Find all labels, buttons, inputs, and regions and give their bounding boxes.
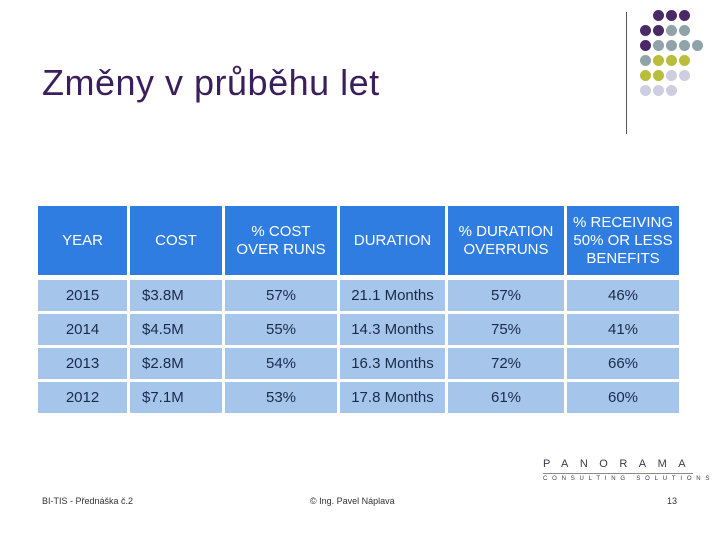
decorative-dot — [666, 70, 677, 81]
logo-tagline: CONSULTING SOLUTIONS — [543, 476, 715, 482]
decorative-dot — [653, 10, 664, 21]
footer-course: BI-TIS - Přednáška č.2 — [42, 496, 134, 506]
decorative-dot — [653, 40, 664, 51]
table-cell: 41% — [567, 314, 679, 345]
header-duration-overruns: % DURATION OVERRUNS — [448, 206, 564, 275]
footer-page-number: 13 — [667, 496, 678, 506]
table-cell: $7.1M — [130, 382, 222, 413]
slide-title: Změny v průběhu let — [42, 62, 380, 103]
table-cell: $2.8M — [130, 348, 222, 379]
decorative-dot — [640, 25, 651, 36]
table-cell: 57% — [225, 280, 337, 311]
panorama-logo: PANORAMA CONSULTING SOLUTIONS — [543, 458, 714, 482]
table-cell: 16.3 Months — [340, 348, 445, 379]
header-cost: COST — [130, 206, 222, 275]
table-cell: $4.5M — [130, 314, 222, 345]
header-benefits: % RECEIVING 50% OR LESS BENEFITS — [567, 206, 679, 275]
header-duration: DURATION — [340, 206, 445, 275]
decorative-dot — [679, 10, 690, 21]
decorative-dot — [653, 55, 664, 66]
decorative-dot — [640, 70, 651, 81]
logo-name: PANORAMA — [543, 458, 698, 470]
table-cell: 46% — [567, 280, 679, 311]
table-cell: 55% — [225, 314, 337, 345]
decorative-dot — [666, 25, 677, 36]
decorative-divider — [626, 12, 627, 134]
decorative-dot — [666, 40, 677, 51]
decorative-dot — [653, 85, 664, 96]
table-cell: 60% — [567, 382, 679, 413]
decorative-dot — [653, 25, 664, 36]
decorative-dot — [666, 10, 677, 21]
footer-author: © Ing. Pavel Náplava — [310, 496, 395, 506]
table-cell: 14.3 Months — [340, 314, 445, 345]
decorative-dot — [640, 55, 651, 66]
decorative-dot — [679, 40, 690, 51]
table-cell: 75% — [448, 314, 564, 345]
table-cell: $3.8M — [130, 280, 222, 311]
table-cell: 2014 — [38, 314, 127, 345]
table-cell: 66% — [567, 348, 679, 379]
table-cell: 54% — [225, 348, 337, 379]
data-table: YEAR COST % COST OVER RUNS DURATION % DU… — [36, 204, 681, 414]
table-cell: 53% — [225, 382, 337, 413]
table-cell: 2015 — [38, 280, 127, 311]
decorative-dot — [640, 40, 651, 51]
table-cell: 17.8 Months — [340, 382, 445, 413]
table-cell: 21.1 Months — [340, 280, 445, 311]
decorative-dot — [640, 85, 651, 96]
logo-rule — [543, 473, 693, 474]
header-year: YEAR — [38, 206, 127, 275]
decorative-dot — [653, 70, 664, 81]
table-cell: 2012 — [38, 382, 127, 413]
table-cell: 57% — [448, 280, 564, 311]
table-cell: 2013 — [38, 348, 127, 379]
decorative-dot — [666, 55, 677, 66]
decorative-dot — [692, 40, 703, 51]
header-cost-overruns: % COST OVER RUNS — [225, 206, 337, 275]
table-cell: 72% — [448, 348, 564, 379]
decorative-dot — [666, 85, 677, 96]
decorative-dot — [679, 70, 690, 81]
table-cell: 61% — [448, 382, 564, 413]
decorative-dot — [679, 55, 690, 66]
decorative-dot — [679, 25, 690, 36]
